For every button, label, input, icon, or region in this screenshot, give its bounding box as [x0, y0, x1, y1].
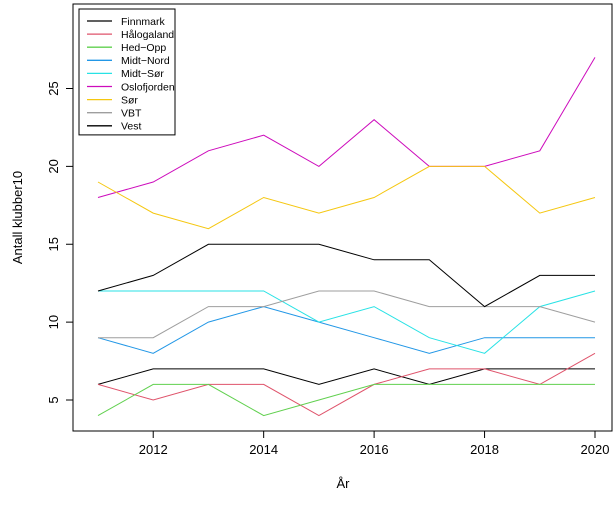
- series-line-vest: [97, 243, 595, 308]
- series-line-oslofjorden: [97, 57, 596, 198]
- x-tick-label: 2018: [470, 442, 499, 457]
- legend-label-h-logaland: Hålogaland: [121, 29, 174, 41]
- legend-label-vest: Vest: [121, 121, 142, 133]
- legend-box: [78, 8, 176, 136]
- series-line-finnmark: [97, 368, 595, 385]
- x-tick-label: 2014: [249, 442, 278, 457]
- y-tick-label: 20: [46, 159, 61, 173]
- series-line-midt-s-r: [98, 290, 596, 354]
- y-axis: 5 10 15 20 25: [46, 81, 74, 404]
- series-lines: [97, 57, 596, 417]
- legend-label-finnmark: Finnmark: [121, 16, 166, 28]
- legend-label-oslofjorden: Oslofjorden: [121, 81, 175, 93]
- legend-label-s-r: Sør: [121, 94, 138, 106]
- series-line-s-r: [97, 165, 596, 230]
- legend: FinnmarkHålogalandHed−OppMidt−NordMidt−S…: [78, 8, 176, 136]
- x-tick-label: 2020: [581, 442, 610, 457]
- y-tick-label: 10: [46, 315, 61, 329]
- legend-label-midt-s-r: Midt−Sør: [121, 68, 164, 80]
- legend-label-midt-nord: Midt−Nord: [121, 55, 170, 67]
- series-line-vbt: [98, 290, 596, 339]
- series-line-hed-opp: [97, 383, 595, 417]
- x-tick-label: 2012: [139, 442, 168, 457]
- legend-label-vbt: VBT: [121, 108, 142, 120]
- legend-label-hed-opp: Hed−Opp: [121, 42, 166, 54]
- y-tick-label: 15: [46, 237, 61, 251]
- series-line-h-logaland: [97, 352, 596, 417]
- x-tick-label: 2016: [360, 442, 389, 457]
- y-tick-label: 5: [46, 396, 61, 403]
- x-axis-title: År: [337, 476, 351, 491]
- y-tick-label: 25: [46, 81, 61, 95]
- x-axis: 2012 2014 2016 2018 2020: [139, 430, 610, 457]
- y-axis-title: Antall klubber10: [10, 171, 25, 264]
- series-line-midt-nord: [97, 306, 595, 354]
